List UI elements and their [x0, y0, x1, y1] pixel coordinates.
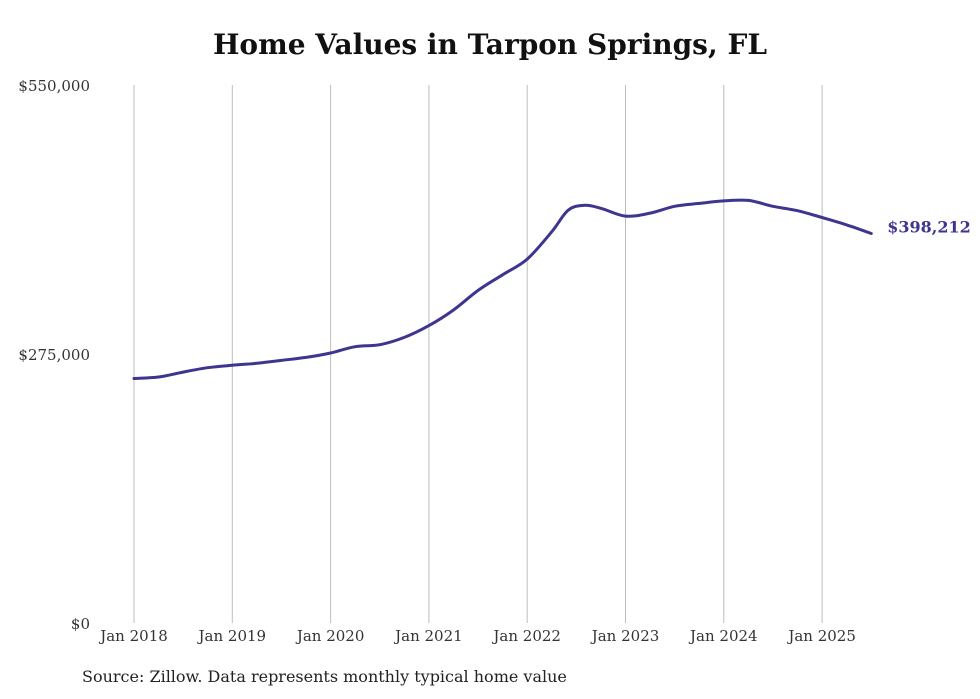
x-tick-label: Jan 2021	[393, 627, 463, 645]
grid-layer	[133, 85, 823, 623]
x-tick-label: Jan 2025	[786, 627, 856, 645]
x-tick-label: Jan 2018	[98, 627, 168, 645]
series-end-value-label: $398,212	[887, 217, 971, 236]
y-tick-label: $550,000	[18, 77, 90, 95]
x-tick-label: Jan 2020	[295, 627, 365, 645]
x-tick-label: Jan 2019	[197, 627, 267, 645]
y-tick-label: $275,000	[18, 346, 90, 364]
x-tick-label: Jan 2024	[688, 627, 758, 645]
x-tick-label: Jan 2022	[491, 627, 561, 645]
x-tick-label: Jan 2023	[590, 627, 660, 645]
chart-title: Home Values in Tarpon Springs, FL	[212, 28, 768, 61]
axis-layer: Jan 2018 Jan 2019 Jan 2020 Jan 2021 Jan 2022…	[18, 77, 855, 645]
series-line	[132, 198, 873, 380]
series-layer: $398,212	[132, 198, 971, 380]
chart-source-note: Source: Zillow. Data represents monthly …	[82, 667, 567, 686]
y-tick-label: $0	[71, 615, 90, 633]
